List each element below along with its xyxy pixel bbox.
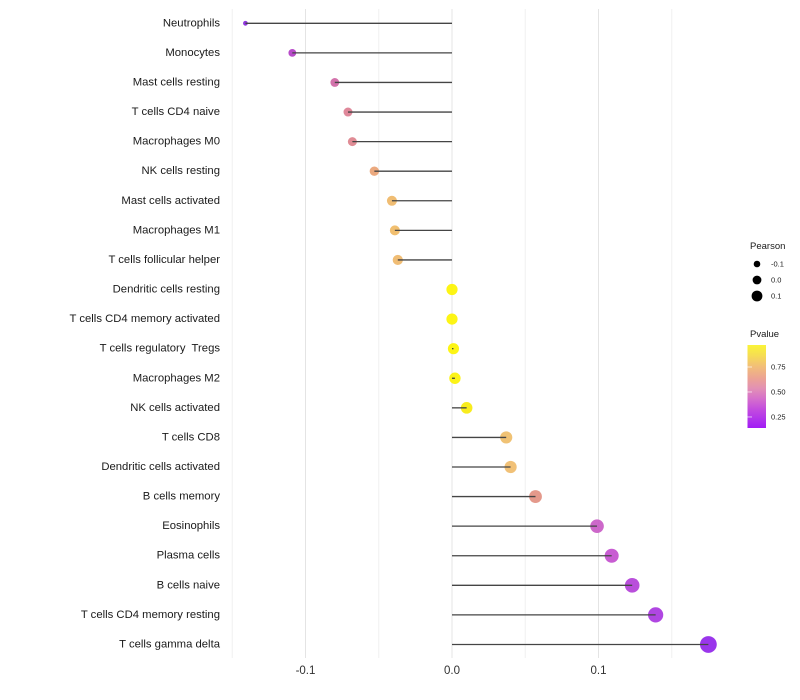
legend-size-label: 0.0 bbox=[771, 276, 781, 285]
dots-layer bbox=[243, 20, 717, 653]
category-label: Monocytes bbox=[165, 47, 220, 59]
category-label: B cells memory bbox=[143, 491, 221, 503]
category-label: Mast cells activated bbox=[121, 195, 220, 207]
category-label: Neutrophils bbox=[163, 17, 220, 29]
category-label: T cells CD4 memory resting bbox=[81, 609, 220, 621]
pvalue-colorbar bbox=[747, 345, 766, 428]
category-label: Mast cells resting bbox=[133, 76, 220, 88]
category-label: Plasma cells bbox=[157, 550, 221, 562]
colorbar-tick-label: 0.50 bbox=[771, 388, 786, 397]
legend-size-dot bbox=[752, 275, 762, 285]
category-label: T cells CD4 memory activated bbox=[70, 313, 220, 325]
category-label: Eosinophils bbox=[162, 520, 220, 532]
legend-size-dot bbox=[751, 290, 763, 302]
category-label: Dendritic cells resting bbox=[113, 284, 220, 296]
category-label: Macrophages M1 bbox=[133, 224, 220, 236]
legend-title-pearson: Pearson bbox=[750, 241, 785, 252]
colorbar-tick-label: 0.75 bbox=[771, 363, 786, 372]
category-labels-layer: Neutrophils Monocytes Mast cells resting T … bbox=[70, 17, 221, 650]
category-label: Dendritic cells activated bbox=[101, 461, 220, 473]
legend-size-dot bbox=[753, 260, 761, 268]
category-label: T cells CD8 bbox=[162, 431, 220, 443]
category-label: T cells follicular helper bbox=[108, 254, 220, 266]
category-label: Macrophages M2 bbox=[133, 372, 220, 384]
colorbar-tick-label: 0.25 bbox=[771, 413, 786, 422]
legend-size-label: 0.1 bbox=[771, 292, 781, 301]
lollipop-dot bbox=[446, 313, 458, 325]
x-tick-label: 0.1 bbox=[591, 665, 607, 677]
legend-title-pvalue: Pvalue bbox=[750, 329, 779, 340]
x-tick-label: -0.1 bbox=[296, 665, 316, 677]
legend-layer: Pearson -0.1 0.0 0.1 Pvalue 0.75 0.50 0.25 bbox=[747, 241, 786, 428]
category-label: NK cells activated bbox=[130, 402, 220, 414]
category-label: T cells regulatory Tregs bbox=[100, 343, 221, 355]
x-axis-ticks-layer: -0.1 0.0 0.1 bbox=[296, 665, 607, 677]
category-label: T cells gamma delta bbox=[119, 638, 221, 650]
x-tick-label: 0.0 bbox=[444, 665, 460, 677]
lollipop-dot bbox=[446, 283, 458, 296]
lollipop-dot bbox=[369, 166, 380, 176]
category-label: Macrophages M0 bbox=[133, 136, 220, 148]
category-label: NK cells resting bbox=[142, 165, 220, 177]
legend-size-label: -0.1 bbox=[771, 260, 784, 269]
stems-layer bbox=[245, 22, 709, 646]
gridlines-layer bbox=[231, 9, 673, 658]
lollipop-dot bbox=[460, 402, 473, 414]
category-label: T cells CD4 naive bbox=[132, 106, 220, 118]
category-label: B cells naive bbox=[157, 579, 220, 591]
